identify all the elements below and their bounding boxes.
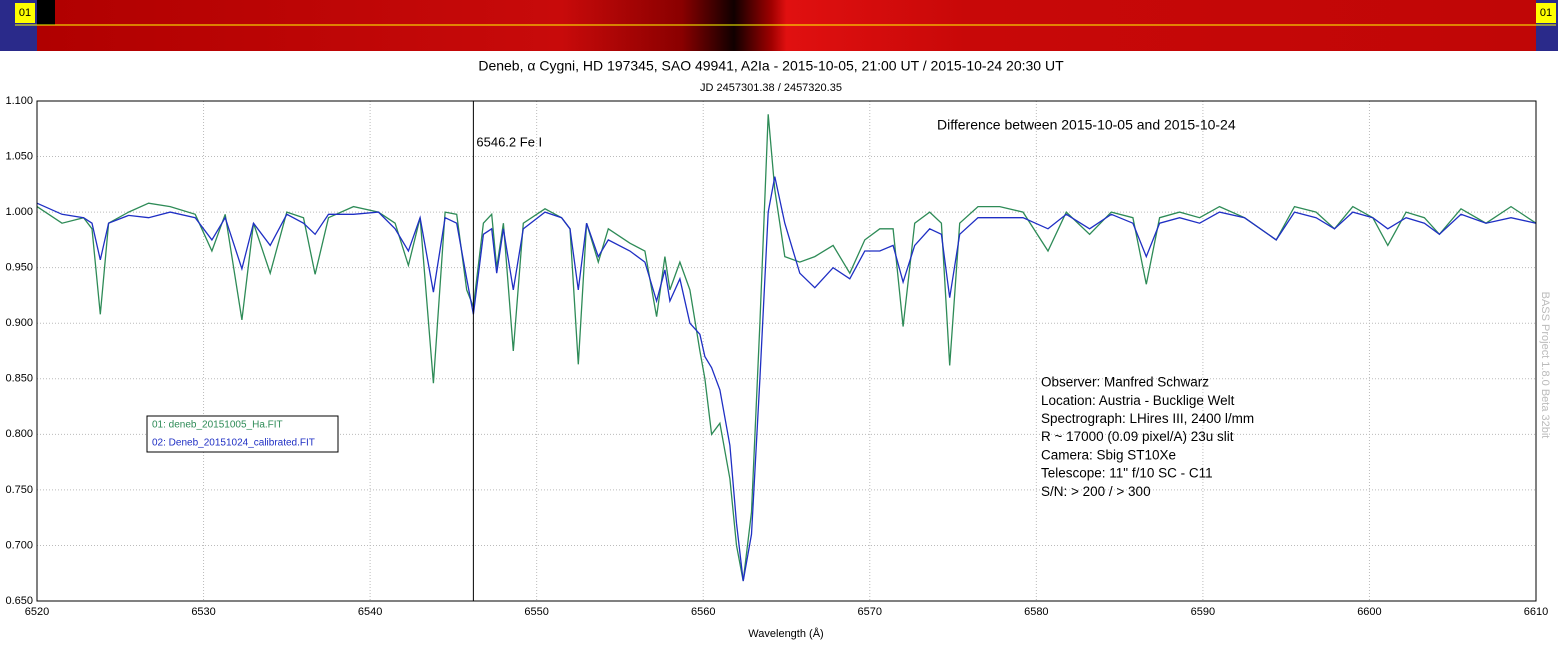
y-tick-label: 0.950 bbox=[5, 262, 33, 274]
info-line: Spectrograph: LHires III, 2400 l/mm bbox=[1041, 411, 1254, 426]
y-tick-label: 0.650 bbox=[5, 595, 33, 607]
y-tick-label: 0.900 bbox=[5, 317, 33, 329]
plot-frame bbox=[36, 100, 1537, 602]
grid bbox=[36, 100, 1537, 602]
chart-subtitle: JD 2457301.38 / 2457320.35 bbox=[700, 82, 842, 94]
watermark: BASS Project 1.8.0 Beta 32bit bbox=[1539, 292, 1551, 439]
x-tick-label: 6520 bbox=[25, 606, 49, 618]
info-line: R ~ 17000 (0.09 pixel/A) 23u slit bbox=[1041, 429, 1234, 444]
series-line bbox=[36, 114, 1537, 582]
x-tick-label: 6530 bbox=[191, 606, 215, 618]
strip-label: 01 bbox=[1540, 7, 1552, 19]
y-tick-label: 1.050 bbox=[5, 150, 33, 162]
info-line: Observer: Manfred Schwarz bbox=[1041, 375, 1209, 390]
legend-box bbox=[146, 415, 339, 453]
strip-label: 01 bbox=[19, 7, 31, 19]
x-axis-label: Wavelength (Å) bbox=[748, 627, 823, 640]
y-tick-label: 0.850 bbox=[5, 373, 33, 385]
y-tick-label: 1.100 bbox=[5, 95, 33, 107]
series-line bbox=[36, 176, 1537, 582]
info-line: Telescope: 11" f/10 SC - C11 bbox=[1041, 466, 1213, 481]
y-tick-label: 0.700 bbox=[5, 539, 33, 551]
strip-label-box bbox=[1536, 3, 1556, 23]
x-tick-label: 6600 bbox=[1357, 606, 1381, 618]
info-line: S/N: > 200 / > 300 bbox=[1041, 484, 1151, 499]
plot-lines bbox=[36, 101, 1537, 601]
strip-dark bbox=[37, 0, 55, 25]
spectrum-strip: 01 01 bbox=[0, 0, 1558, 51]
info-line: Camera: Sbig ST10Xe bbox=[1041, 447, 1176, 462]
y-tick-label: 0.750 bbox=[5, 484, 33, 496]
x-tick-label: 6610 bbox=[1524, 606, 1548, 618]
x-tick-label: 6550 bbox=[524, 606, 548, 618]
x-tick-label: 6540 bbox=[358, 606, 382, 618]
y-tick-label: 1.000 bbox=[5, 206, 33, 218]
x-tick-label: 6580 bbox=[1024, 606, 1048, 618]
annotation: Difference between 2015-10-05 and 2015-1… bbox=[937, 117, 1236, 133]
chart-title: Deneb, α Cygni, HD 197345, SAO 49941, A2… bbox=[478, 58, 1064, 74]
marker-label: 6546.2 Fe I bbox=[476, 134, 542, 149]
x-tick-label: 6560 bbox=[691, 606, 715, 618]
x-tick-label: 6570 bbox=[858, 606, 882, 618]
info-line: Location: Austria - Bucklige Welt bbox=[1041, 393, 1235, 408]
y-tick-label: 0.800 bbox=[5, 428, 33, 440]
legend-entry: 01: deneb_20151005_Ha.FIT bbox=[152, 420, 283, 431]
labels: 0.650 0.700 0.750 0.800 0.850 0.900 0.950 1.000… bbox=[5, 95, 1548, 618]
x-tick-label: 6590 bbox=[1191, 606, 1215, 618]
strip-label-box bbox=[15, 3, 35, 23]
legend-entry: 02: Deneb_20151024_calibrated.FIT bbox=[152, 438, 315, 449]
